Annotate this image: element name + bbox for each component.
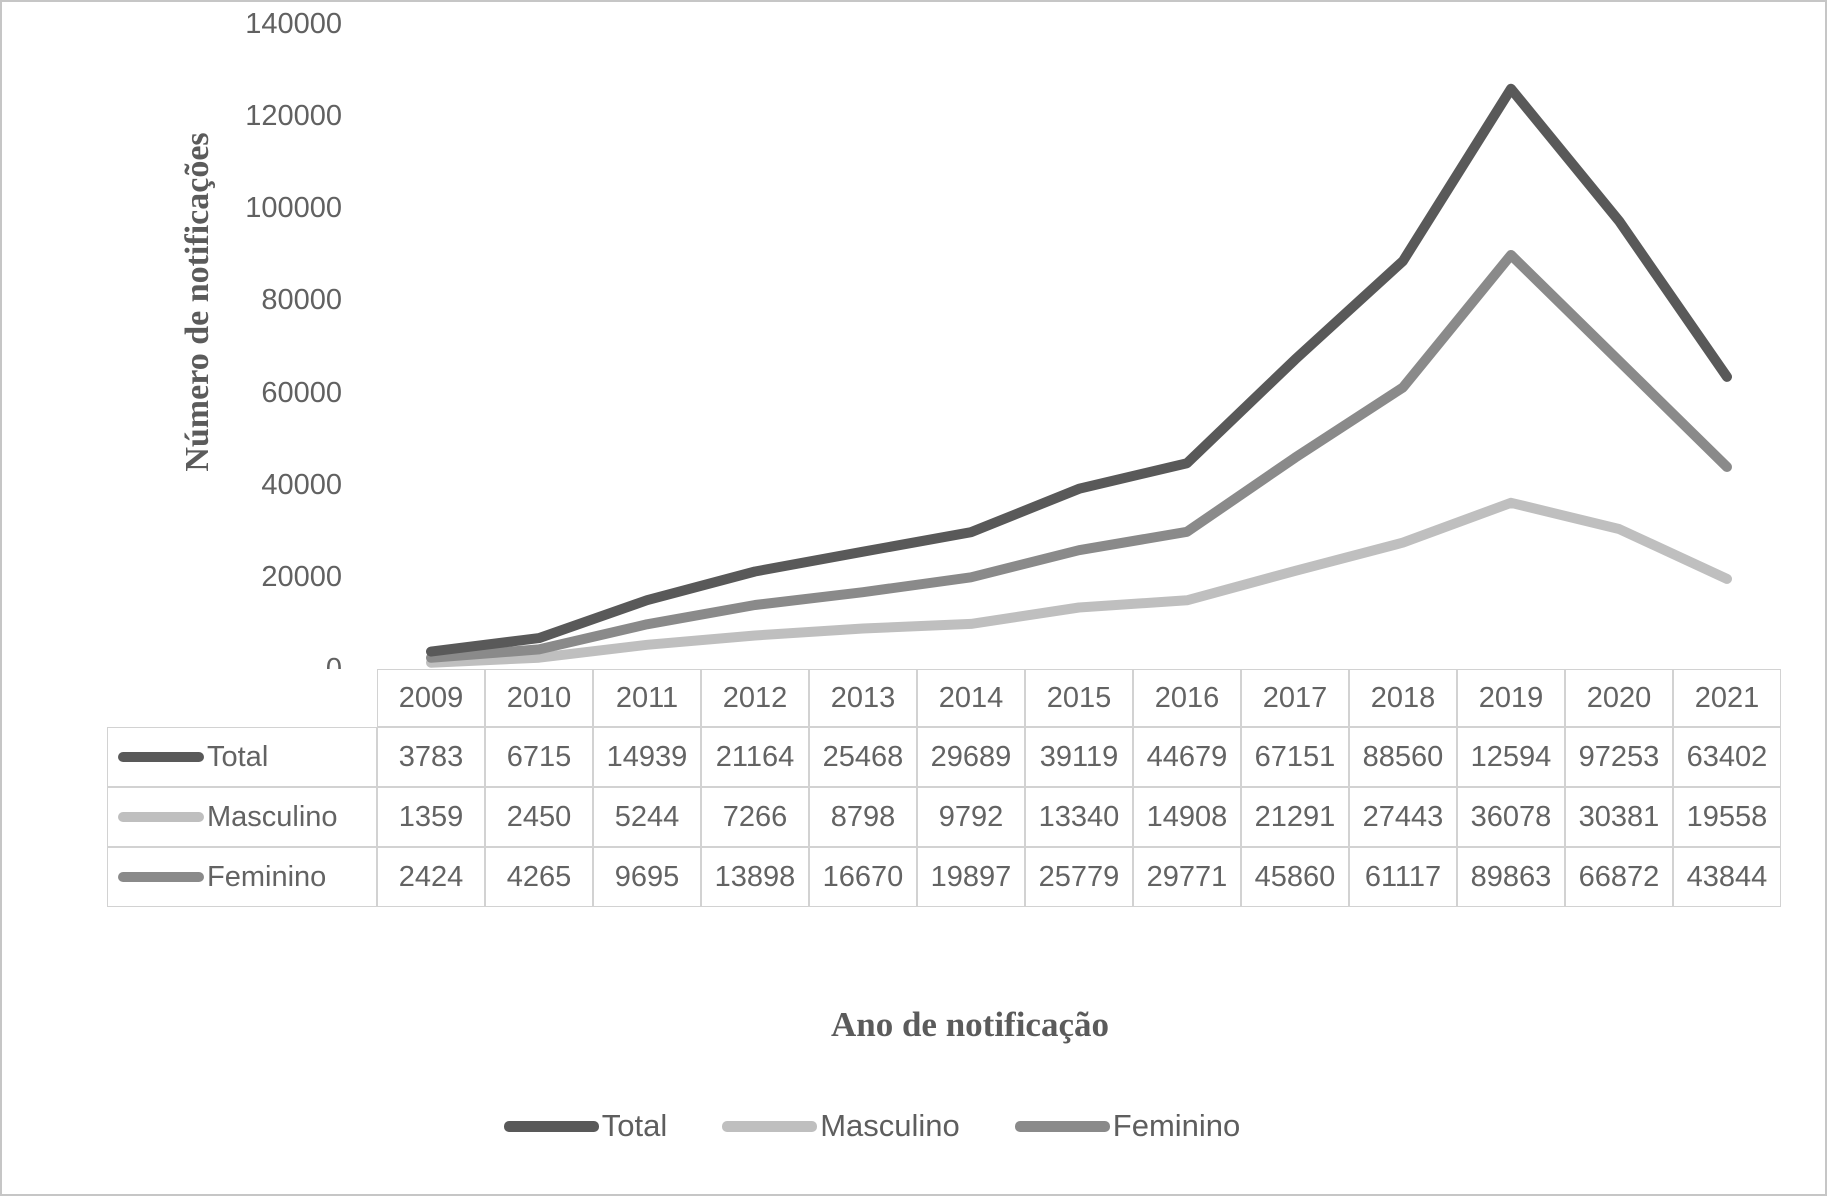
legend-label: Total (601, 1108, 668, 1143)
table-value-cell: 39119 (1025, 727, 1133, 787)
table-year-header: 2010 (485, 669, 593, 727)
x-axis-title: Ano de notificação (830, 1005, 1110, 1044)
table-value-cell: 14908 (1133, 787, 1241, 847)
table-value-cell: 16670 (809, 847, 917, 907)
table-value-cell: 44679 (1133, 727, 1241, 787)
table-value-cell: 12594 (1457, 727, 1565, 787)
table-year-header: 2014 (917, 669, 1025, 727)
table-value-cell: 1359 (377, 787, 485, 847)
table-value-cell: 25779 (1025, 847, 1133, 907)
y-axis-tick-label: 20000 (261, 560, 342, 593)
table-year-header: 2019 (1457, 669, 1565, 727)
table-value-cell: 19558 (1673, 787, 1781, 847)
series-line-masculino (426, 497, 1732, 668)
table-value-cell: 2424 (377, 847, 485, 907)
legend-item: Feminino (1014, 1108, 1241, 1144)
table-value-cell: 29771 (1133, 847, 1241, 907)
legend-marker-icon (1014, 1120, 1110, 1132)
table-value-cell: 45860 (1241, 847, 1349, 907)
table-value-cell: 8798 (809, 787, 917, 847)
table-value-cell: 13340 (1025, 787, 1133, 847)
series-label: Total (207, 740, 269, 773)
table-value-cell: 61117 (1349, 847, 1457, 907)
table-row-header: Feminino (107, 847, 377, 907)
table-year-header: 2020 (1565, 669, 1673, 727)
table-value-cell: 19897 (917, 847, 1025, 907)
chart-legend: Total Masculino Feminino (2, 1108, 1742, 1144)
table-year-header: 2013 (809, 669, 917, 727)
series-label: Feminino (207, 860, 327, 893)
data-table: 2009 2010 2011 2012 2013 2014 2015 2016 2017 2018… (107, 669, 1781, 907)
table-value-cell: 66872 (1565, 847, 1673, 907)
table-value-cell: 27443 (1349, 787, 1457, 847)
table-value-cell: 21291 (1241, 787, 1349, 847)
table-corner-cell (107, 669, 377, 727)
table-year-header: 2016 (1133, 669, 1241, 727)
y-axis-tick-label: 140000 (245, 8, 342, 40)
series-line-feminino (426, 250, 1732, 663)
legend-marker-icon (503, 1120, 599, 1132)
table-value-cell: 30381 (1565, 787, 1673, 847)
legend-marker-icon (722, 1120, 818, 1132)
table-value-cell: 88560 (1349, 727, 1457, 787)
table-value-cell: 89863 (1457, 847, 1565, 907)
series-line-total (426, 83, 1732, 657)
legend-label: Feminino (1112, 1108, 1241, 1143)
table-year-header: 2015 (1025, 669, 1133, 727)
table-value-cell: 6715 (485, 727, 593, 787)
table-value-cell: 3783 (377, 727, 485, 787)
table-value-cell: 9792 (917, 787, 1025, 847)
series-marker-icon (118, 872, 204, 882)
table-year-header: 2011 (593, 669, 701, 727)
table-row-header: Total (107, 727, 377, 787)
table-value-cell: 9695 (593, 847, 701, 907)
table-value-cell: 29689 (917, 727, 1025, 787)
table-value-cell: 5244 (593, 787, 701, 847)
table-value-cell: 25468 (809, 727, 917, 787)
table-year-header: 2017 (1241, 669, 1349, 727)
table-value-cell: 4265 (485, 847, 593, 907)
table-year-header: 2018 (1349, 669, 1457, 727)
series-marker-icon (118, 812, 204, 822)
table-value-cell: 13898 (701, 847, 809, 907)
table-row-header: Masculino (107, 787, 377, 847)
table-value-cell: 7266 (701, 787, 809, 847)
table-year-header: 2009 (377, 669, 485, 727)
y-axis-title: Número de notificações (179, 132, 216, 472)
table-value-cell: 63402 (1673, 727, 1781, 787)
table-value-cell: 97253 (1565, 727, 1673, 787)
table-value-cell: 2450 (485, 787, 593, 847)
table-value-cell: 21164 (701, 727, 809, 787)
table-value-cell: 14939 (593, 727, 701, 787)
series-marker-icon (118, 752, 204, 762)
table-value-cell: 67151 (1241, 727, 1349, 787)
table-value-cell: 36078 (1457, 787, 1565, 847)
legend-label: Masculino (820, 1108, 960, 1143)
legend-item: Masculino (722, 1108, 960, 1144)
series-label: Masculino (207, 800, 338, 833)
table-year-header: 2021 (1673, 669, 1781, 727)
table-year-header: 2012 (701, 669, 809, 727)
legend-item: Total (503, 1108, 668, 1144)
table-value-cell: 43844 (1673, 847, 1781, 907)
